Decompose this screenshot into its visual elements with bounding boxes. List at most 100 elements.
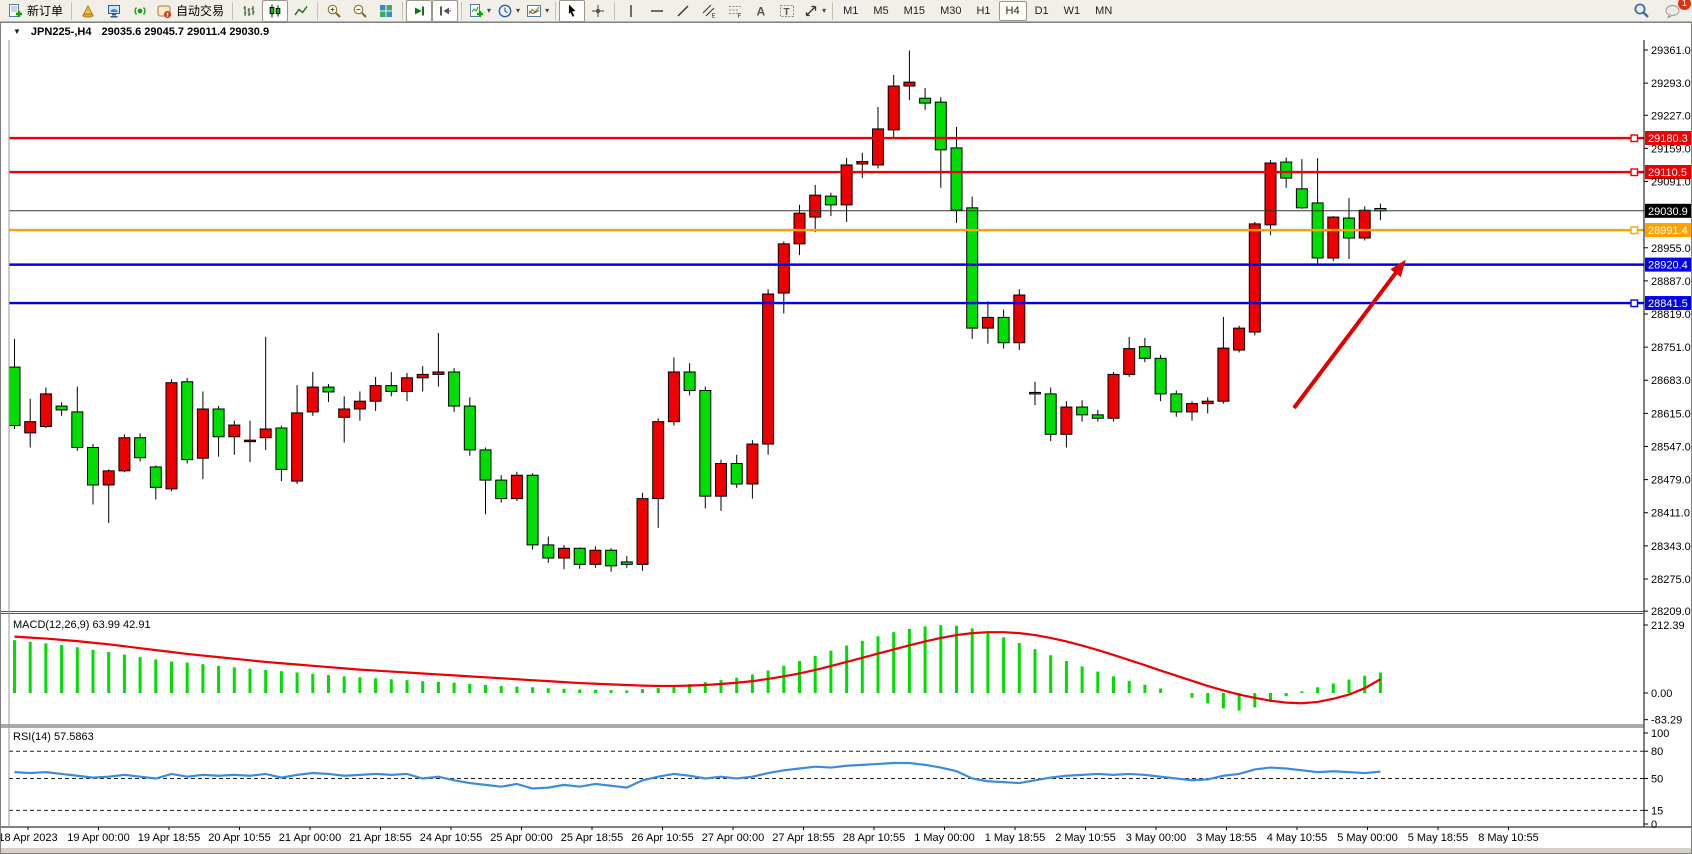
candle-body-up — [369, 385, 382, 402]
toolbar-separator — [555, 1, 557, 20]
current-price-badge — [1645, 203, 1691, 218]
timeframe-button-mn[interactable]: MN — [1095, 4, 1113, 17]
indicators-icon — [470, 3, 484, 17]
candle-body-up — [903, 81, 916, 87]
timeframe-button-m5[interactable]: M5 — [873, 4, 889, 17]
timeframe-button-m15[interactable]: M15 — [903, 4, 926, 17]
notifications-button[interactable]: 1 — [1660, 0, 1691, 22]
time-axis-label: 18 Apr 2023 — [1, 832, 58, 844]
candlestick-chart-button[interactable] — [262, 0, 289, 22]
text-label-tool-button[interactable]: T — [774, 0, 800, 22]
price-level-badge-label: 28920.4 — [1648, 260, 1688, 272]
trendline-tool-button[interactable] — [670, 0, 696, 22]
indicators-button[interactable]: ▾ — [465, 0, 494, 22]
candle-body-down — [463, 405, 476, 451]
candle-body-up — [762, 293, 775, 445]
candle — [966, 196, 979, 339]
zoom-in-button[interactable] — [321, 0, 347, 22]
cursor-button[interactable] — [559, 0, 586, 22]
macd-panel: MACD(12,26,9) 63.99 42.91 212.39 0.00 -83.2… — [13, 619, 1685, 727]
arrows-tool-button[interactable]: ▾ — [800, 0, 829, 22]
candle-body-up — [872, 128, 884, 166]
toolbar-separator — [317, 1, 319, 20]
bar-chart-button[interactable] — [236, 0, 262, 22]
candle-body-up — [306, 386, 319, 413]
zoom-out-button[interactable] — [347, 0, 373, 22]
candle-body-up — [1123, 348, 1136, 375]
chart-shift-icon — [440, 6, 452, 15]
candlestick-chart-icon — [269, 4, 281, 17]
trend-arrow-annotation[interactable] — [1292, 259, 1406, 410]
vertical-line-icon — [630, 4, 632, 17]
toolbar-separator — [614, 1, 616, 20]
timeframe-button-w1[interactable]: W1 — [1063, 4, 1081, 17]
candle — [448, 368, 461, 412]
vertical-line-tool-button[interactable] — [618, 0, 644, 22]
line-chart-icon — [294, 5, 308, 15]
timeframe-button-m1[interactable]: M1 — [843, 4, 859, 17]
candle — [244, 420, 256, 463]
candle — [1029, 381, 1041, 406]
chart-shift-button[interactable] — [432, 0, 459, 22]
timeframe-button-h1[interactable]: H1 — [976, 4, 991, 17]
line-chart-button[interactable] — [288, 0, 314, 22]
rsi-label: RSI(14) 57.5863 — [13, 731, 94, 743]
horizontal-line-29180.3[interactable]: 29180.3 — [9, 131, 1691, 146]
candle-body-down — [181, 381, 194, 461]
candle — [149, 465, 162, 500]
auto-scroll-button[interactable] — [406, 0, 433, 22]
search-button[interactable] — [1628, 0, 1654, 22]
cone-button[interactable] — [75, 0, 101, 22]
templates-button[interactable]: ▾ — [523, 0, 552, 22]
channel-tool-button[interactable]: E — [696, 0, 722, 22]
candle — [479, 447, 492, 515]
line-handle[interactable] — [1630, 226, 1639, 235]
candle-body-up — [244, 439, 256, 443]
candle-body-up — [809, 194, 822, 218]
candle-body-down — [966, 207, 979, 329]
candle — [495, 475, 508, 503]
candle — [652, 418, 665, 528]
chart-canvas[interactable]: 29180.3 29110.5 28991.4 28920.4 28841.5 29030… — [1, 40, 1691, 853]
time-axis-label: 19 Apr 18:55 — [138, 832, 200, 844]
candle-body-up — [715, 463, 727, 497]
horizontal-line-28991.4[interactable]: 28991.4 — [9, 223, 1691, 238]
candle-body-down — [934, 101, 947, 151]
new-order-button[interactable]: 新订单 — [4, 0, 68, 22]
period-button[interactable]: ▾ — [494, 0, 523, 22]
timeframe-button-m30[interactable]: M30 — [940, 4, 962, 17]
trend-arrow-head — [1390, 259, 1406, 278]
timeframe-button-h4[interactable]: H4 — [998, 0, 1027, 21]
chart-ohlc-values: 29035.6 29045.7 29011.4 29030.9 — [101, 25, 270, 38]
fibonacci-tool-button[interactable]: F — [722, 0, 748, 22]
macd-axis-label: -83.29 — [1651, 715, 1682, 727]
timeframe-button-d1[interactable]: D1 — [1034, 4, 1049, 17]
signal-button[interactable] — [127, 0, 153, 22]
horizontal-line-29110.5[interactable]: 29110.5 — [9, 165, 1691, 180]
line-handle[interactable] — [1630, 299, 1639, 308]
dropdown-arrow-icon: ▾ — [516, 6, 521, 15]
svg-text:F: F — [738, 14, 742, 19]
time-axis-label: 26 Apr 10:55 — [631, 832, 693, 844]
time-axis-label: 8 May 10:55 — [1478, 832, 1539, 844]
price-axis-tick-label: 28615.0 — [1651, 408, 1691, 420]
candle — [1343, 198, 1355, 259]
dropdown-arrow-icon: ▾ — [545, 6, 550, 15]
profile-button[interactable] — [101, 0, 127, 22]
candle — [887, 74, 900, 139]
trend-arrow-line[interactable] — [1292, 264, 1403, 410]
auto-trading-button[interactable]: 自动交易 — [153, 0, 229, 22]
candle — [24, 398, 37, 448]
chart-titlebar[interactable]: ▼ JPN225-,H4 29035.6 29045.7 29011.4 290… — [1, 23, 1691, 41]
candle-body-down — [1343, 217, 1355, 239]
text-tool-button[interactable]: A — [748, 0, 774, 22]
horizontal-line-28920.4[interactable]: 28920.4 — [9, 257, 1691, 272]
line-handle[interactable] — [1630, 134, 1639, 143]
tile-windows-button[interactable] — [373, 0, 399, 22]
crosshair-button[interactable] — [585, 0, 611, 22]
svg-text:A: A — [757, 4, 766, 18]
horizontal-line-tool-button[interactable] — [644, 0, 670, 22]
candle — [1091, 409, 1104, 422]
time-axis-label: 25 Apr 00:00 — [490, 832, 552, 844]
line-handle[interactable] — [1630, 168, 1639, 177]
